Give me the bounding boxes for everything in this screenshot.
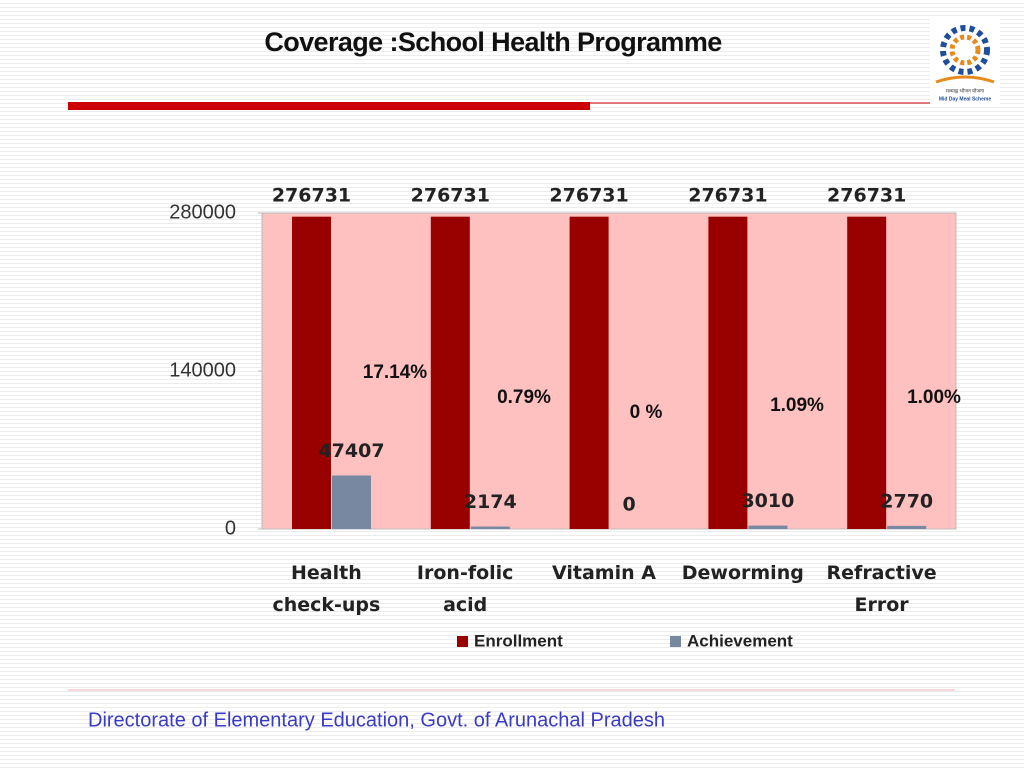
- bar: [887, 525, 927, 529]
- annotation: 17.14%: [363, 362, 428, 383]
- x-tick-label: Refractive Error: [826, 562, 937, 616]
- x-tick-label: Iron-folic acid: [416, 562, 514, 616]
- footer-text: Directorate of Elementary Education, Gov…: [88, 709, 665, 731]
- bar: [569, 216, 609, 529]
- data-label: 3010: [741, 490, 794, 512]
- bar: [430, 216, 470, 529]
- bar: [748, 525, 788, 529]
- title-bar: [68, 102, 590, 110]
- bar: [292, 216, 331, 529]
- logo-bg: [930, 18, 1000, 106]
- data-label: 47407: [318, 440, 384, 462]
- y-tick-label: 0: [225, 517, 236, 539]
- logo-text: Mid Day Meal Scheme: [939, 96, 991, 102]
- legend-swatch: [457, 636, 468, 647]
- x-tick-label: Vitamin A: [552, 562, 656, 584]
- bar: [847, 216, 887, 529]
- bar: [332, 475, 371, 529]
- data-label: 2174: [464, 491, 517, 513]
- legend-swatch: [670, 636, 681, 647]
- data-label: 276731: [411, 185, 490, 207]
- annotation: 0.79%: [497, 387, 551, 408]
- data-label: 276731: [827, 185, 906, 207]
- plot-area: [261, 212, 957, 530]
- annotation: 0 %: [630, 402, 663, 423]
- annotation: 1.09%: [770, 395, 824, 416]
- data-label: 276731: [549, 185, 628, 207]
- logo: मध्याह्न भोजन योजना Mid Day Meal Scheme: [930, 18, 1000, 106]
- y-tick-label: 140000: [169, 359, 236, 381]
- bar: [708, 216, 748, 529]
- bar: [470, 526, 510, 529]
- y-tick-label: 280000: [169, 201, 236, 223]
- logo-book: [935, 75, 995, 84]
- slide-title: Coverage :School Health Programme: [264, 27, 722, 57]
- legend-label: Enrollment: [474, 631, 563, 650]
- data-label: 2770: [880, 490, 933, 512]
- data-label: 276731: [272, 185, 351, 207]
- data-label: 276731: [688, 185, 767, 207]
- x-tick-label: Health check-ups: [272, 562, 381, 616]
- legend-label: Achievement: [687, 631, 793, 650]
- annotation: 1.00%: [907, 387, 961, 408]
- x-tick-label: Deworming: [681, 562, 804, 584]
- logo-ring: [940, 25, 990, 75]
- logo-inner: [949, 34, 981, 66]
- logo-hindi: मध्याह्न भोजन योजना: [946, 87, 985, 94]
- data-label: 0: [622, 494, 635, 516]
